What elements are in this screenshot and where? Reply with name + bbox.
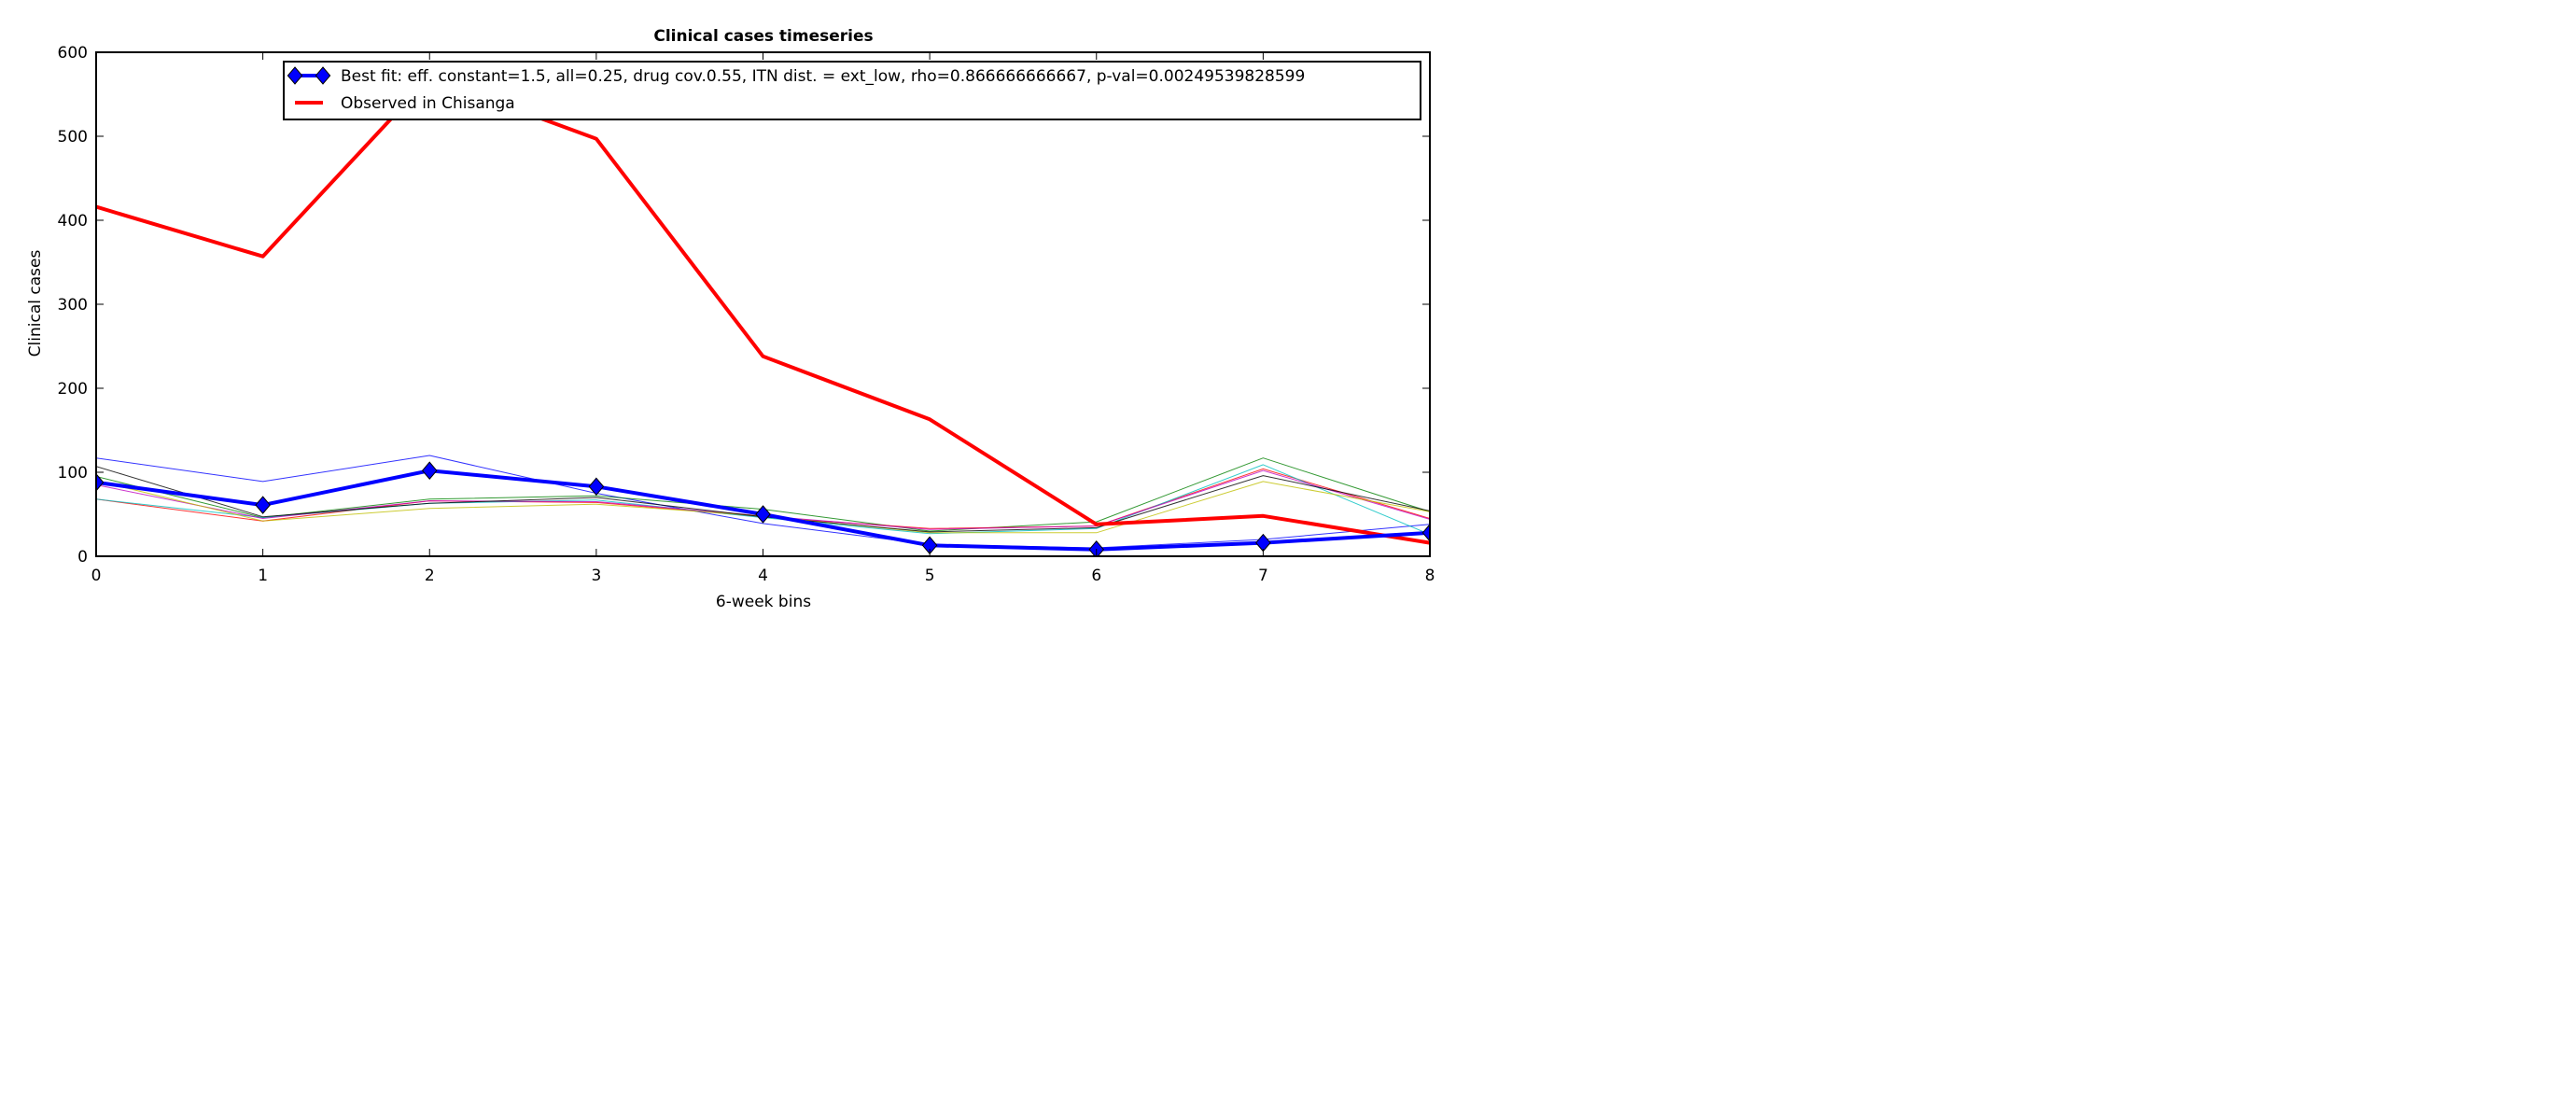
x-tick-label: 5 bbox=[925, 567, 935, 585]
y-tick-label: 0 bbox=[77, 548, 88, 567]
best-fit-marker bbox=[421, 461, 438, 480]
x-tick-label: 0 bbox=[91, 567, 102, 585]
series-layer bbox=[96, 76, 1430, 556]
legend-swatch-marker bbox=[287, 66, 303, 85]
legend-box bbox=[283, 61, 1421, 120]
series-line-other-2 bbox=[96, 455, 1430, 549]
y-tick-label: 400 bbox=[58, 212, 88, 231]
chart-title: Clinical cases timeseries bbox=[653, 27, 873, 46]
legend-label: Best fit: eff. constant=1.5, all=0.25, d… bbox=[341, 67, 1305, 86]
best-fit-marker bbox=[255, 496, 271, 514]
best-fit-marker bbox=[588, 477, 605, 497]
legend-swatch-marker bbox=[315, 66, 331, 85]
y-tick-label: 200 bbox=[58, 380, 88, 399]
y-tick-label: 500 bbox=[58, 128, 88, 147]
x-tick-label: 6 bbox=[1091, 567, 1101, 585]
best-fit-marker bbox=[1088, 540, 1105, 556]
axes-layer: 0 1 2 3 4 5 6 7 8 0 100 200 300 400 500 600 bbox=[58, 44, 1435, 585]
legend: Best fit: eff. constant=1.5, all=0.25, d… bbox=[283, 61, 1421, 120]
best-fit-marker bbox=[1421, 524, 1430, 542]
plot-frame bbox=[95, 51, 1431, 557]
chart: Clinical cases timeseries 6-week bins Cl… bbox=[0, 0, 1456, 633]
x-axis-label: 6-week bins bbox=[716, 593, 811, 611]
x-tick-label: 1 bbox=[258, 567, 268, 585]
y-axis-label: Clinical cases bbox=[26, 250, 45, 357]
y-tick-label: 100 bbox=[58, 464, 88, 483]
best-fit-marker bbox=[96, 473, 105, 492]
x-tick-label: 3 bbox=[591, 567, 601, 585]
series-line-observed bbox=[96, 76, 1430, 545]
y-tick-label: 600 bbox=[58, 44, 88, 63]
x-tick-label: 2 bbox=[425, 567, 435, 585]
x-tick-label: 4 bbox=[758, 567, 768, 585]
y-tick-label: 300 bbox=[58, 296, 88, 315]
best-fit-marker bbox=[755, 505, 771, 524]
x-tick-label: 7 bbox=[1258, 567, 1268, 585]
legend-label: Observed in Chisanga bbox=[341, 94, 515, 113]
chart-svg: Clinical cases timeseries 6-week bins Cl… bbox=[0, 0, 1456, 633]
x-tick-label: 8 bbox=[1425, 567, 1435, 585]
